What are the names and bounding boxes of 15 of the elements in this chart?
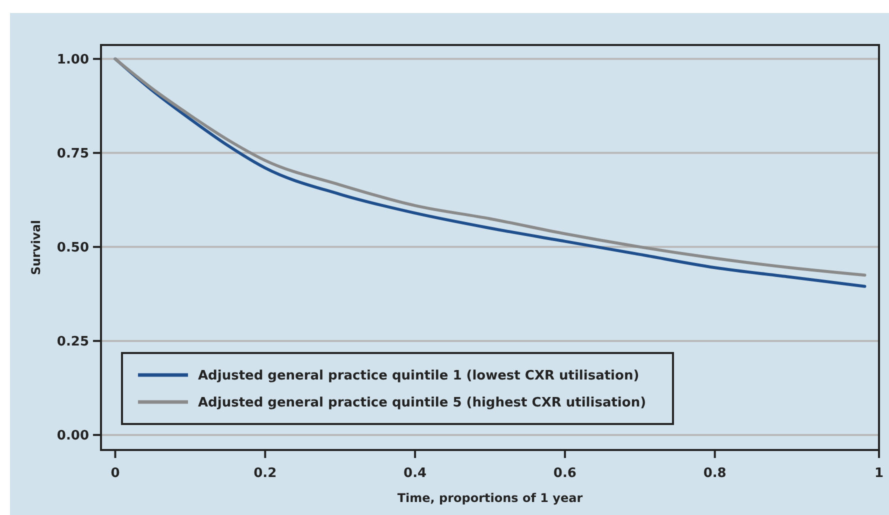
y-tick-label: 0.50: [56, 240, 89, 256]
x-tick-label: 0.2: [254, 466, 277, 481]
x-axis-title: Time, proportions of 1 year: [397, 491, 583, 505]
y-tick-label: 0.25: [56, 334, 89, 350]
x-tick-label: 1: [874, 466, 884, 481]
x-tick-label: 0: [110, 466, 120, 481]
x-tick-label: 0.4: [404, 466, 427, 481]
x-tick-label: 0.8: [703, 466, 726, 481]
legend-label: Adjusted general practice quintile 5 (highest CXR utilisation): [198, 396, 646, 411]
y-tick-label: 1.00: [56, 52, 89, 68]
y-tick-label: 0.00: [56, 428, 89, 444]
x-tick-label: 0.6: [553, 466, 576, 481]
y-axis-title: Survival: [29, 220, 43, 276]
legend-label: Adjusted general practice quintile 1 (lowest CXR utilisation): [198, 368, 640, 384]
y-tick-label: 0.75: [56, 146, 89, 162]
